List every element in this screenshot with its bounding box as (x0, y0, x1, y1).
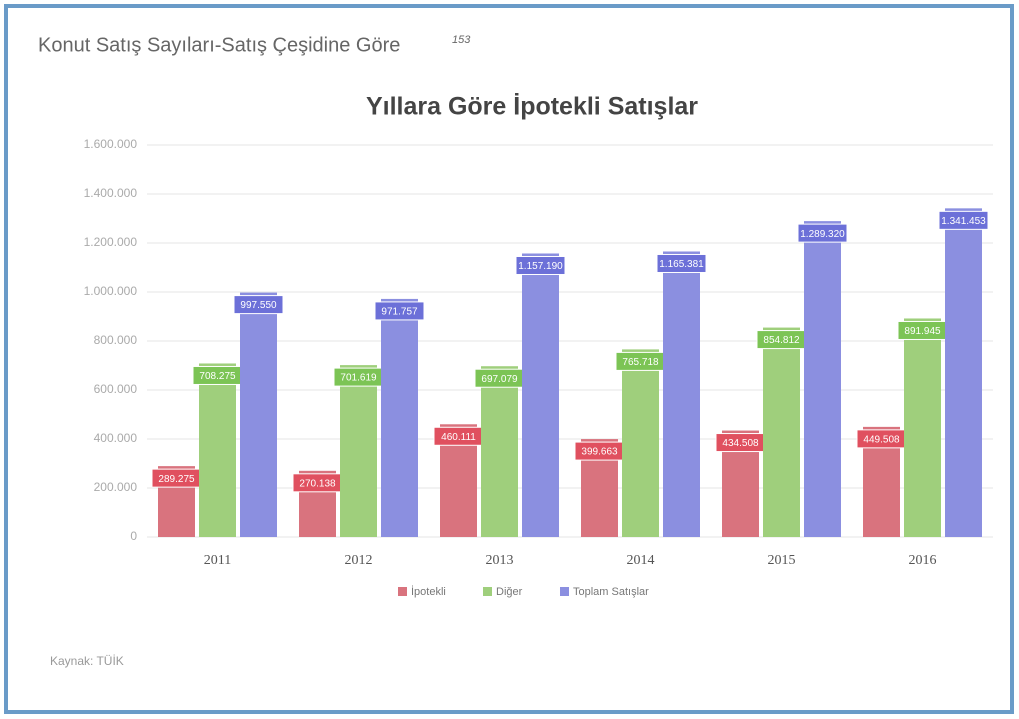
value-label: 399.663 (581, 447, 618, 458)
y-tick-label: 1.600.000 (84, 137, 138, 151)
bar (481, 366, 518, 537)
legend-swatch (483, 587, 492, 596)
value-label: 708.275 (199, 371, 236, 382)
x-tick-label: 2011 (204, 553, 231, 568)
bar (763, 327, 800, 537)
value-label: 449.508 (863, 435, 900, 446)
header-title: Konut Satış Sayıları-Satış Çeşidine Göre (38, 34, 400, 56)
value-label: 1.289.320 (800, 229, 845, 240)
value-label: 1.157.190 (518, 261, 563, 272)
bar (904, 318, 941, 537)
bar (522, 253, 559, 537)
value-label: 289.275 (158, 474, 195, 485)
bar (240, 292, 277, 537)
y-tick-label: 1.400.000 (84, 186, 138, 200)
legend-swatch (560, 587, 569, 596)
bar (381, 298, 418, 537)
y-tick-label: 1.000.000 (84, 284, 138, 298)
bar (340, 365, 377, 537)
value-label: 765.718 (622, 357, 659, 368)
value-label: 891.945 (904, 326, 941, 337)
bar (663, 251, 700, 537)
value-label-box (515, 255, 566, 275)
y-tick-label: 400.000 (94, 431, 138, 445)
x-tick-label: 2015 (768, 553, 796, 568)
value-label: 697.079 (481, 374, 518, 385)
value-label-box (938, 210, 989, 230)
frame (4, 4, 1014, 714)
x-tick-label: 2014 (627, 553, 655, 568)
legend-label: Diğer (496, 586, 523, 598)
value-label: 997.550 (240, 300, 277, 311)
footnote: 153 (452, 34, 471, 46)
legend-swatch (398, 587, 407, 596)
value-label-box (374, 301, 425, 321)
y-tick-label: 800.000 (94, 333, 138, 347)
value-label-box (656, 253, 707, 273)
value-label: 1.341.453 (941, 216, 986, 227)
x-tick-label: 2016 (909, 553, 937, 568)
value-label: 971.757 (381, 307, 418, 318)
value-label: 460.111 (441, 432, 476, 443)
source: Kaynak: TÜİK (50, 654, 124, 668)
value-label: 1.165.381 (659, 259, 704, 270)
value-label: 270.138 (299, 478, 336, 489)
y-tick-label: 0 (130, 529, 137, 543)
legend-label: Toplam Satışlar (573, 586, 649, 598)
value-label: 434.508 (722, 438, 759, 449)
value-label: 854.812 (763, 335, 800, 346)
y-tick-label: 600.000 (94, 382, 138, 396)
bar (804, 221, 841, 538)
value-label-box (797, 223, 848, 243)
y-tick-label: 1.200.000 (84, 235, 138, 249)
value-label-box (233, 295, 284, 315)
y-tick-label: 200.000 (94, 480, 138, 494)
bar (622, 349, 659, 537)
x-tick-label: 2012 (345, 553, 373, 568)
chart-title: Yıllara Göre İpotekli Satışlar (366, 93, 698, 121)
legend-label: İpotekli (411, 585, 446, 598)
bar (945, 208, 982, 538)
x-tick-label: 2013 (486, 553, 514, 568)
value-label: 701.619 (340, 373, 377, 384)
bar (199, 363, 236, 537)
